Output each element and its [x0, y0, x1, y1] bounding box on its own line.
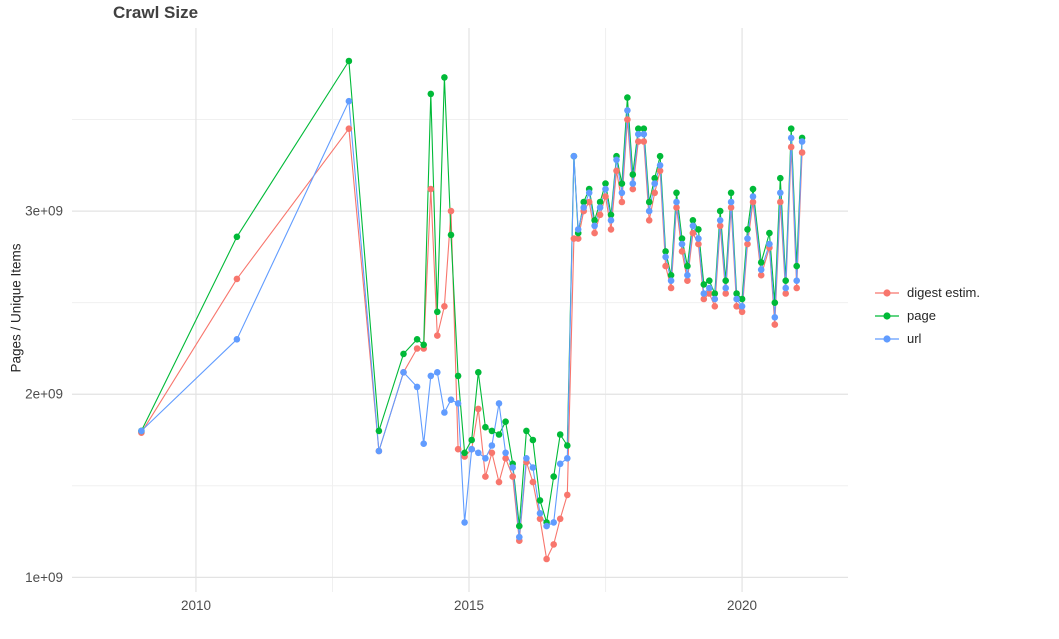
- legend-item-digest-estim: digest estim.: [874, 284, 980, 301]
- y-tick-label: 1e+09: [25, 570, 63, 585]
- series-line-digest-estim: [140, 119, 803, 560]
- gridlines-minor: [72, 28, 848, 592]
- y-tick-label: 2e+09: [25, 387, 63, 402]
- legend: digest estim. page url: [874, 284, 980, 347]
- y-axis-title: Pages / Unique Items: [8, 243, 24, 373]
- y-axis-tick-labels: 1e+09 2e+09 3e+09: [25, 204, 63, 585]
- legend-key-icon: [875, 311, 899, 320]
- series-points-url: [138, 97, 806, 541]
- legend-key-icon: [875, 334, 899, 343]
- series-line-url: [140, 100, 803, 538]
- legend-label: page: [907, 308, 936, 323]
- legend-item-page: page: [874, 307, 980, 324]
- legend-label: digest estim.: [907, 285, 980, 300]
- x-tick-label: 2015: [454, 598, 484, 613]
- x-tick-label: 2010: [181, 598, 211, 613]
- legend-key-icon: [875, 288, 899, 297]
- x-axis-tick-labels: 2010 2015 2020: [181, 598, 757, 613]
- x-tick-label: 2020: [727, 598, 757, 613]
- legend-label: url: [907, 331, 922, 346]
- y-tick-label: 3e+09: [25, 204, 63, 219]
- gridlines-major: [72, 28, 848, 592]
- chart-title: Crawl Size: [113, 3, 199, 22]
- legend-item-url: url: [874, 330, 980, 347]
